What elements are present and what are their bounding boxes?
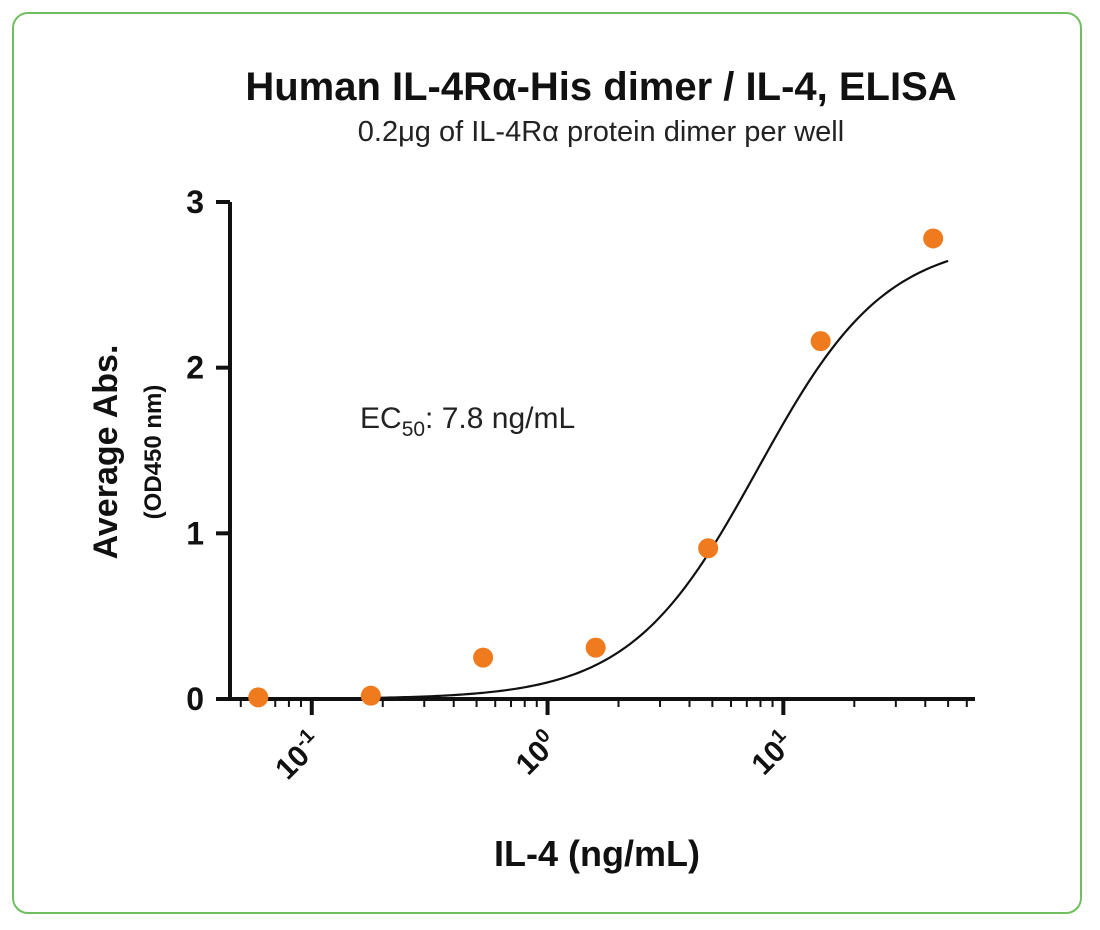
fit-curve — [255, 259, 949, 700]
x-axis-label: IL-4 (ng/mL) — [494, 833, 700, 874]
data-point — [473, 647, 494, 668]
y-axis-sublabel: (OD450 nm) — [140, 385, 167, 520]
ec50-annotation: EC50: 7.8 ng/mL — [360, 402, 575, 441]
data-point — [360, 685, 381, 706]
data-point — [585, 637, 606, 658]
data-points — [248, 228, 944, 708]
y-tick-label: 1 — [186, 515, 204, 551]
x-tick-label: 101 — [743, 724, 800, 781]
fit-curve-layer — [255, 259, 949, 700]
y-tick-label: 2 — [186, 350, 204, 386]
axes: 0 1 2 3 10-1 100 101 — [186, 184, 975, 786]
data-point — [248, 687, 269, 708]
y-axis-label-group: Average Abs. (OD450 nm) — [87, 345, 167, 560]
data-point — [810, 331, 831, 352]
x-tick-label: 10-1 — [267, 724, 329, 786]
data-point — [923, 228, 944, 249]
chart-title: Human IL-4Rα-His dimer / IL-4, ELISA — [245, 65, 956, 109]
y-axis-label: Average Abs. — [87, 345, 125, 560]
chart-frame — [12, 12, 1082, 914]
chart-subtitle: 0.2μg of IL-4Rα protein dimer per well — [358, 116, 844, 148]
y-tick-label: 0 — [186, 681, 204, 717]
y-tick-label: 3 — [186, 184, 204, 220]
data-point — [698, 538, 719, 559]
x-tick-label: 100 — [508, 724, 565, 781]
